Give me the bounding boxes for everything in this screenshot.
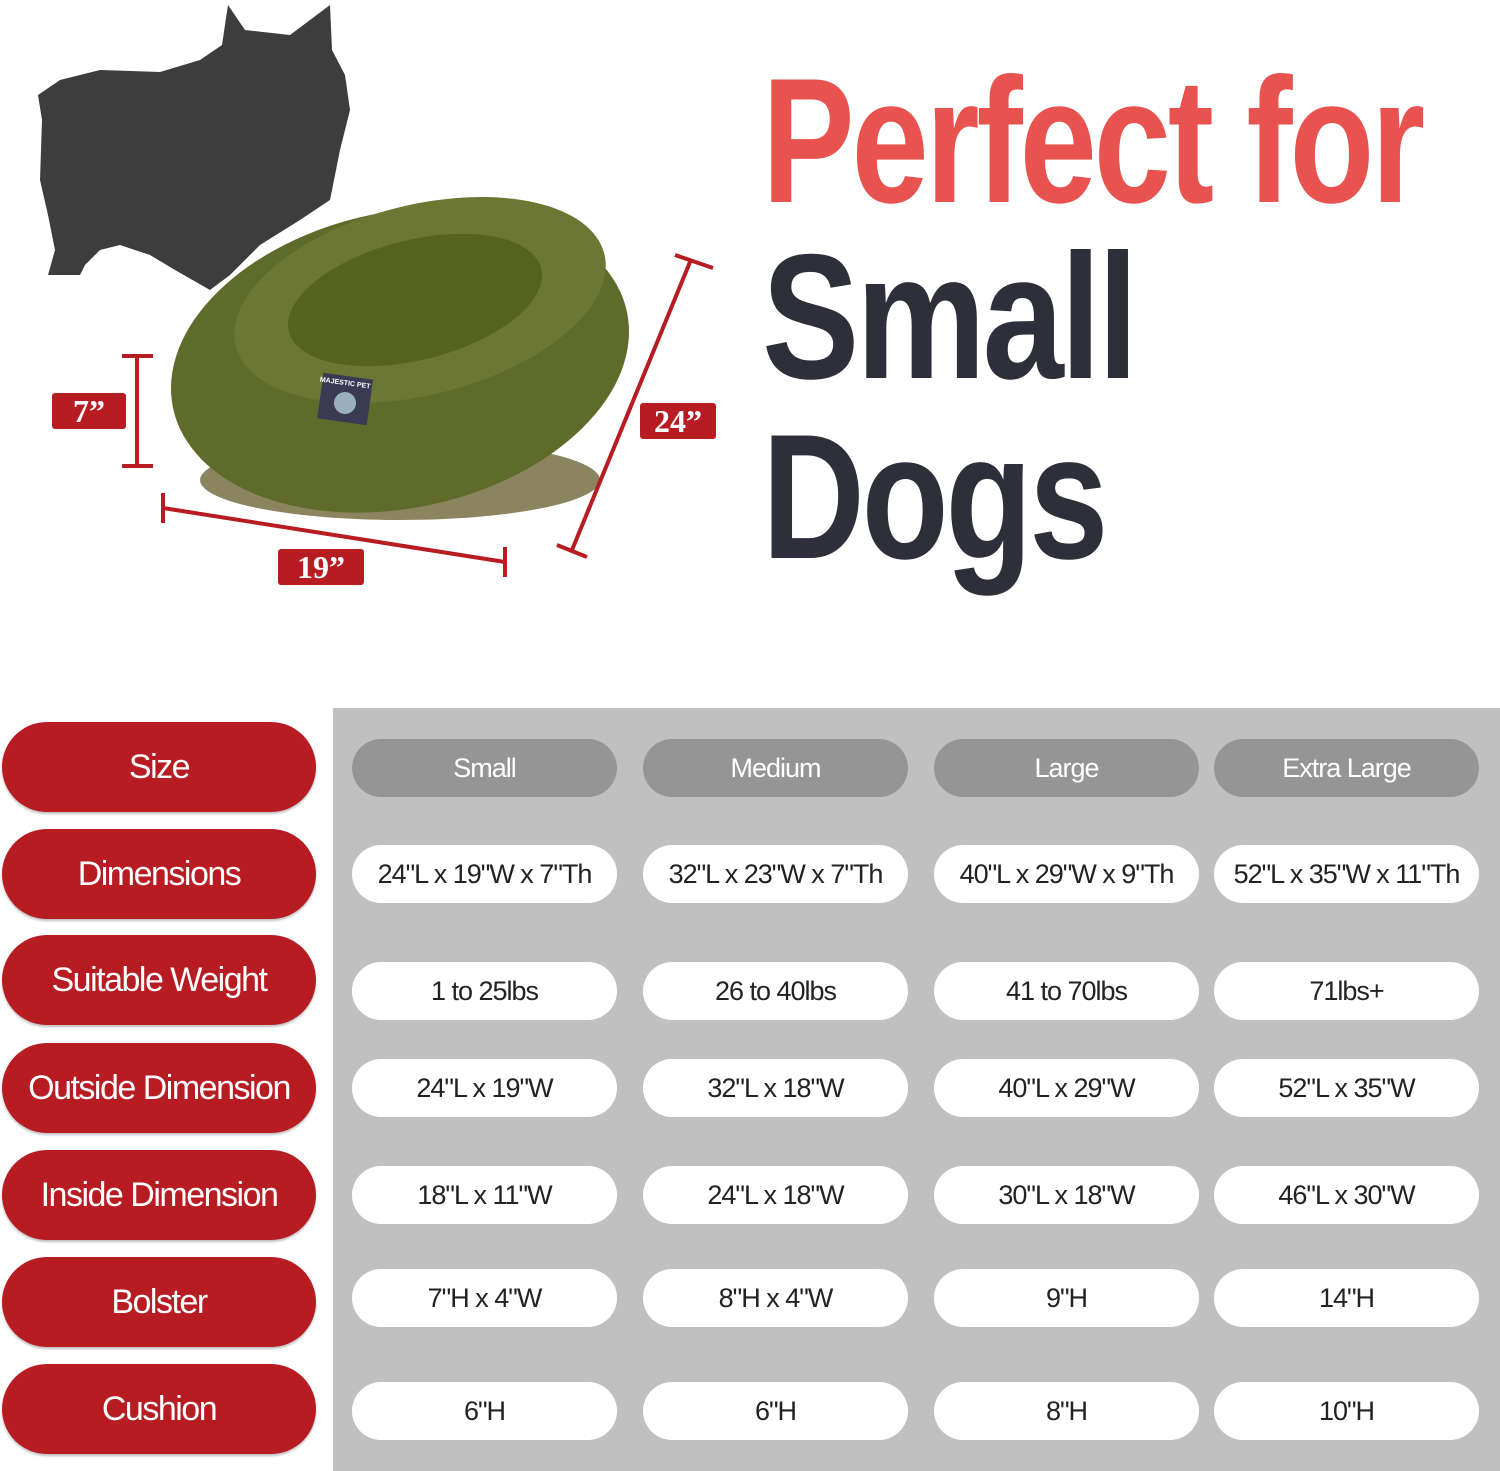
table-cell: 10"H bbox=[1214, 1382, 1479, 1440]
table-cell: 41 to 70lbs bbox=[934, 962, 1199, 1020]
table-cell: 9"H bbox=[934, 1269, 1199, 1327]
table-cell: 14"H bbox=[1214, 1269, 1479, 1327]
headline-line-2: Small bbox=[762, 217, 1138, 416]
table-cell: 46"L x 30"W bbox=[1214, 1166, 1479, 1224]
table-cell: 6"H bbox=[352, 1382, 617, 1440]
size-header-cell: Small bbox=[352, 739, 617, 797]
size-header-cell: Medium bbox=[643, 739, 908, 797]
table-cell: 71lbs+ bbox=[1214, 962, 1479, 1020]
table-cell: 52"L x 35"W bbox=[1214, 1059, 1479, 1117]
headline-line-3: Dogs bbox=[762, 397, 1108, 596]
dog-bed-image bbox=[170, 196, 630, 520]
height-callout: 7” bbox=[52, 393, 126, 429]
headline-line-1: Perfect for bbox=[762, 41, 1425, 240]
table-cell: 40"L x 29"W bbox=[934, 1059, 1199, 1117]
table-cell: 7"H x 4"W bbox=[352, 1269, 617, 1327]
row-label: Inside Dimension bbox=[2, 1150, 316, 1240]
width-callout: 19” bbox=[278, 549, 364, 585]
row-label: Outside Dimension bbox=[2, 1043, 316, 1133]
row-label: Suitable Weight bbox=[2, 935, 316, 1025]
table-cell: 24"L x 18"W bbox=[643, 1166, 908, 1224]
dog-silhouette-icon bbox=[38, 5, 350, 290]
row-label: Size bbox=[2, 722, 316, 812]
table-cell: 26 to 40lbs bbox=[643, 962, 908, 1020]
table-cell: 52"L x 35"W x 11"Th bbox=[1214, 845, 1479, 903]
size-header-cell: Extra Large bbox=[1214, 739, 1479, 797]
table-cell: 18"L x 11"W bbox=[352, 1166, 617, 1224]
table-cell: 24"L x 19"W x 7"Th bbox=[352, 845, 617, 903]
dimension-lines bbox=[122, 253, 714, 577]
row-label: Bolster bbox=[2, 1257, 316, 1347]
product-illustration bbox=[38, 5, 714, 577]
table-cell: 24"L x 19"W bbox=[352, 1059, 617, 1117]
size-header-cell: Large bbox=[934, 739, 1199, 797]
table-cell: 8"H x 4"W bbox=[643, 1269, 908, 1327]
length-callout: 24” bbox=[640, 403, 716, 439]
table-cell: 1 to 25lbs bbox=[352, 962, 617, 1020]
table-cell: 8"H bbox=[934, 1382, 1199, 1440]
table-cell: 30"L x 18"W bbox=[934, 1166, 1199, 1224]
table-cell: 6"H bbox=[643, 1382, 908, 1440]
paw-logo-icon bbox=[334, 392, 356, 414]
table-cell: 40"L x 29"W x 9"Th bbox=[934, 845, 1199, 903]
row-label: Dimensions bbox=[2, 829, 316, 919]
table-cell: 32"L x 18"W bbox=[643, 1059, 908, 1117]
table-cell: 32"L x 23"W x 7"Th bbox=[643, 845, 908, 903]
row-label: Cushion bbox=[2, 1364, 316, 1454]
